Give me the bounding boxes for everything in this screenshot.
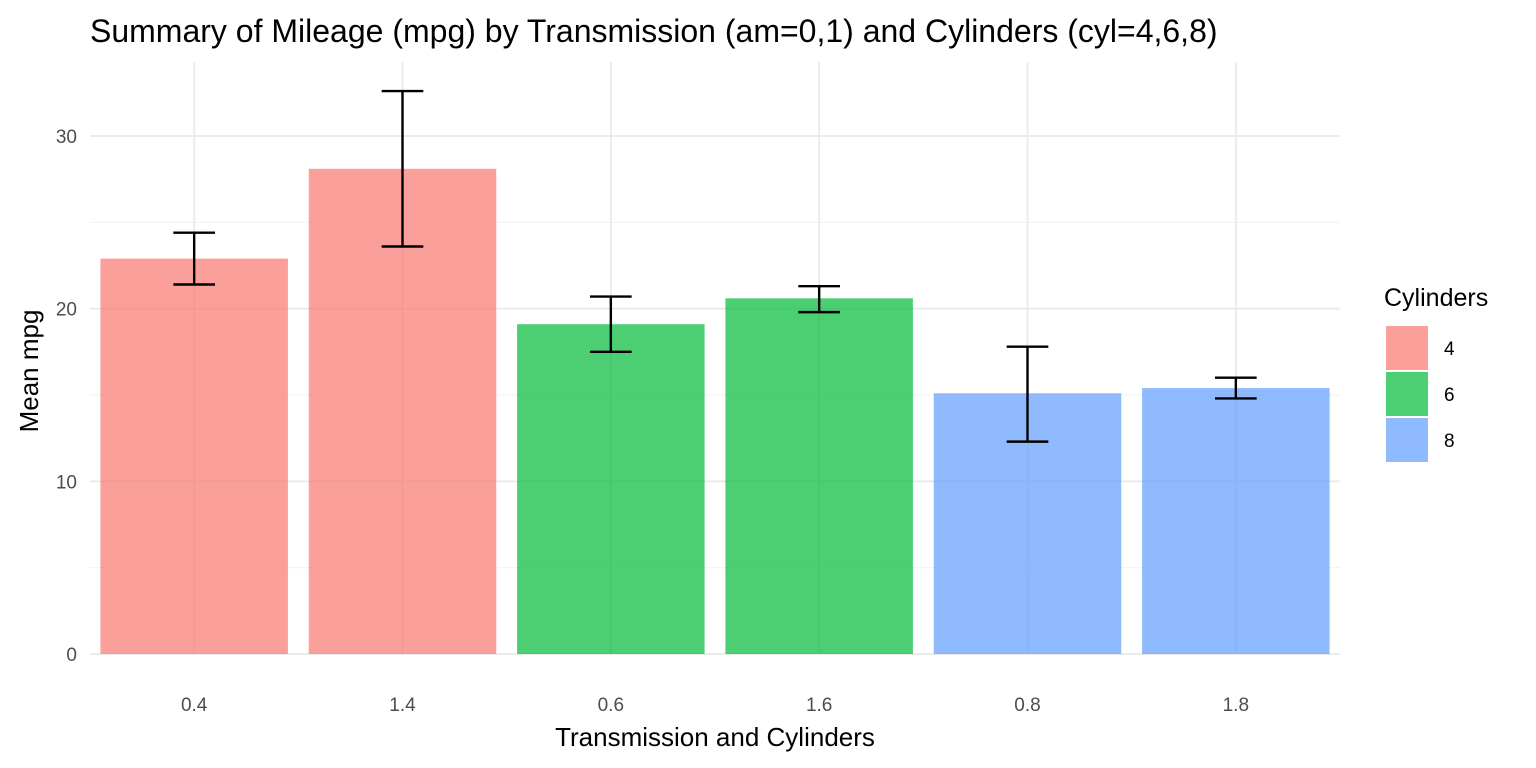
error-bar-0-8 [1006,345,1049,443]
error-bar-1-6 [798,285,840,314]
bar-0-6 [517,324,705,654]
x-tick-label: 1.8 [1223,695,1249,716]
axes: 0 10 20 30 0.4 1.4 0.6 1.6 0.8 1.8 [56,127,1249,716]
error-bar-1-4 [381,89,424,248]
legend-swatch-4 [1386,326,1428,370]
x-tick-label: 0.6 [598,695,624,716]
y-tick-label: 30 [56,127,77,148]
legend-swatch-8 [1386,418,1428,462]
y-tick-label: 20 [56,300,77,321]
bar-1-4 [308,168,497,654]
legend-label-8: 8 [1444,431,1455,452]
x-tick-label: 1.6 [806,695,832,716]
legend-label-6: 6 [1444,385,1455,406]
legend: Cylinders 4 6 8 [1384,284,1488,462]
x-tick-label: 1.4 [389,695,416,716]
error-bar-0-6 [590,295,632,354]
x-tick-label: 0.8 [1014,695,1040,716]
bar-1-8 [1142,388,1330,654]
chart-title: Summary of Mileage (mpg) by Transmission… [90,13,1218,49]
error-bars [173,89,1257,443]
bar-1-6 [725,298,913,654]
y-tick-label: 0 [66,645,77,666]
legend-swatch-6 [1386,372,1428,416]
error-bar-0-4 [173,231,215,286]
error-bar-1-8 [1215,376,1257,400]
bar-0-4 [100,258,288,654]
legend-title: Cylinders [1384,284,1488,312]
x-tick-label: 0.4 [181,695,208,716]
bars [100,168,1330,654]
legend-label-4: 4 [1444,339,1455,360]
y-tick-label: 10 [56,472,77,493]
y-axis-title: Mean mpg [14,310,44,433]
x-axis-title: Transmission and Cylinders [555,722,875,752]
